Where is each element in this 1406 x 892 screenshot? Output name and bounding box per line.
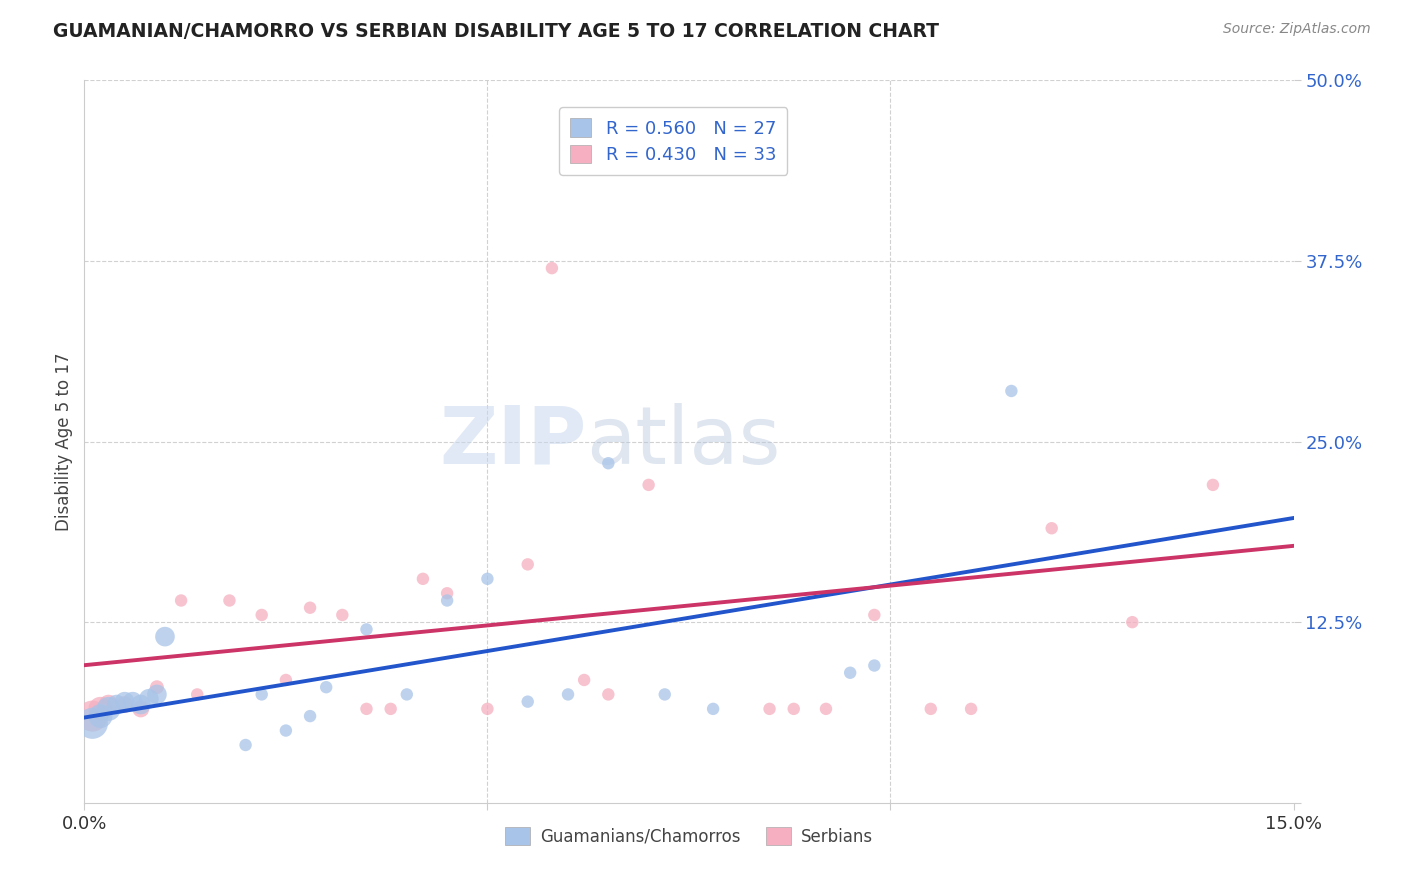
Point xyxy=(1040,521,1063,535)
Point xyxy=(218,593,240,607)
Point xyxy=(299,709,322,723)
Point xyxy=(436,593,458,607)
Point xyxy=(274,673,297,687)
Point xyxy=(356,702,378,716)
Point xyxy=(274,723,297,738)
Point xyxy=(783,702,806,716)
Point xyxy=(477,702,499,716)
Point xyxy=(129,698,152,712)
Point xyxy=(97,698,120,712)
Point xyxy=(1000,384,1022,398)
Y-axis label: Disability Age 5 to 17: Disability Age 5 to 17 xyxy=(55,352,73,531)
Point xyxy=(235,738,257,752)
Point xyxy=(960,702,983,716)
Point xyxy=(330,607,353,622)
Point xyxy=(356,623,378,637)
Point xyxy=(814,702,837,716)
Point xyxy=(89,709,111,723)
Point xyxy=(516,558,538,572)
Point xyxy=(186,687,208,701)
Point xyxy=(436,586,458,600)
Point xyxy=(572,673,595,687)
Text: Source: ZipAtlas.com: Source: ZipAtlas.com xyxy=(1223,22,1371,37)
Point xyxy=(170,593,193,607)
Point xyxy=(598,687,620,701)
Point xyxy=(299,600,322,615)
Point xyxy=(678,131,700,145)
Text: GUAMANIAN/CHAMORRO VS SERBIAN DISABILITY AGE 5 TO 17 CORRELATION CHART: GUAMANIAN/CHAMORRO VS SERBIAN DISABILITY… xyxy=(53,22,939,41)
Point xyxy=(541,261,564,276)
Point xyxy=(89,702,111,716)
Point xyxy=(654,687,676,701)
Point xyxy=(477,572,499,586)
Point xyxy=(598,456,620,470)
Point xyxy=(516,695,538,709)
Text: atlas: atlas xyxy=(586,402,780,481)
Point xyxy=(105,698,128,712)
Point xyxy=(315,680,337,694)
Point xyxy=(412,572,434,586)
Point xyxy=(82,709,104,723)
Point xyxy=(97,702,120,716)
Legend: Guamanians/Chamorros, Serbians: Guamanians/Chamorros, Serbians xyxy=(499,821,879,852)
Point xyxy=(153,630,176,644)
Point xyxy=(863,658,886,673)
Point xyxy=(702,702,724,716)
Point xyxy=(395,687,418,701)
Point xyxy=(250,687,273,701)
Point xyxy=(82,716,104,731)
Text: ZIP: ZIP xyxy=(439,402,586,481)
Point xyxy=(250,607,273,622)
Point xyxy=(138,691,160,706)
Point xyxy=(146,680,169,694)
Point xyxy=(114,695,136,709)
Point xyxy=(863,607,886,622)
Point xyxy=(129,702,152,716)
Point xyxy=(121,695,143,709)
Point xyxy=(637,478,659,492)
Point xyxy=(380,702,402,716)
Point xyxy=(1202,478,1225,492)
Point xyxy=(114,698,136,712)
Point xyxy=(557,687,579,701)
Point xyxy=(1121,615,1143,630)
Point xyxy=(839,665,862,680)
Point xyxy=(920,702,942,716)
Point xyxy=(146,687,169,701)
Point xyxy=(758,702,780,716)
